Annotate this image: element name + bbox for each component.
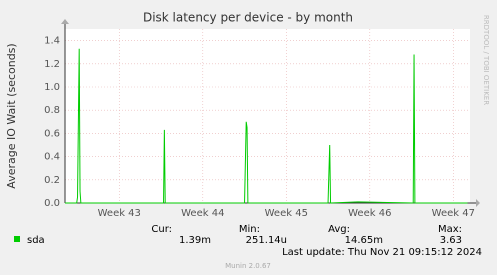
chart-title: Disk latency per device - by month [143,11,353,25]
plot-area [65,29,470,203]
y-tick-label: 1.4 [44,36,60,47]
y-tick-label: 0.2 [44,175,60,186]
footer: Munin 2.0.67 [225,262,271,270]
y-tick-label: 0.4 [44,152,60,163]
x-tick-label: Week 45 [265,208,308,219]
x-tick-label: Week 47 [432,208,475,219]
x-tick-label: Week 46 [348,208,391,219]
legend-swatch [14,236,20,242]
stat-label: Cur: [151,224,172,235]
stat-value: 251.14u [246,235,287,246]
stat-label: Avg: [328,224,350,235]
y-tick-label: 0.6 [44,128,60,139]
side-label: RRDTOOL / TOBI OETIKER [482,15,490,105]
y-tick-label: 0.8 [44,105,60,116]
y-axis-label: Average IO Wait (seconds) [5,43,18,188]
stat-value: 1.39m [179,235,211,246]
stat-label: Max: [438,224,462,235]
y-tick-label: 0.0 [44,198,60,209]
x-tick-label: Week 43 [98,208,141,219]
stat-value: 3.63 [440,235,462,246]
last-update: Last update: Thu Nov 21 09:15:12 2024 [282,247,482,258]
x-arrow [476,199,480,207]
legend-label: sda [27,235,45,246]
stat-label: Min: [239,224,260,235]
y-tick-label: 1.0 [44,82,60,93]
x-tick-label: Week 44 [181,208,224,219]
stat-value: 14.65m [345,235,383,246]
y-arrow [61,19,69,24]
series-line [65,48,468,204]
y-tick-label: 1.2 [44,59,60,70]
